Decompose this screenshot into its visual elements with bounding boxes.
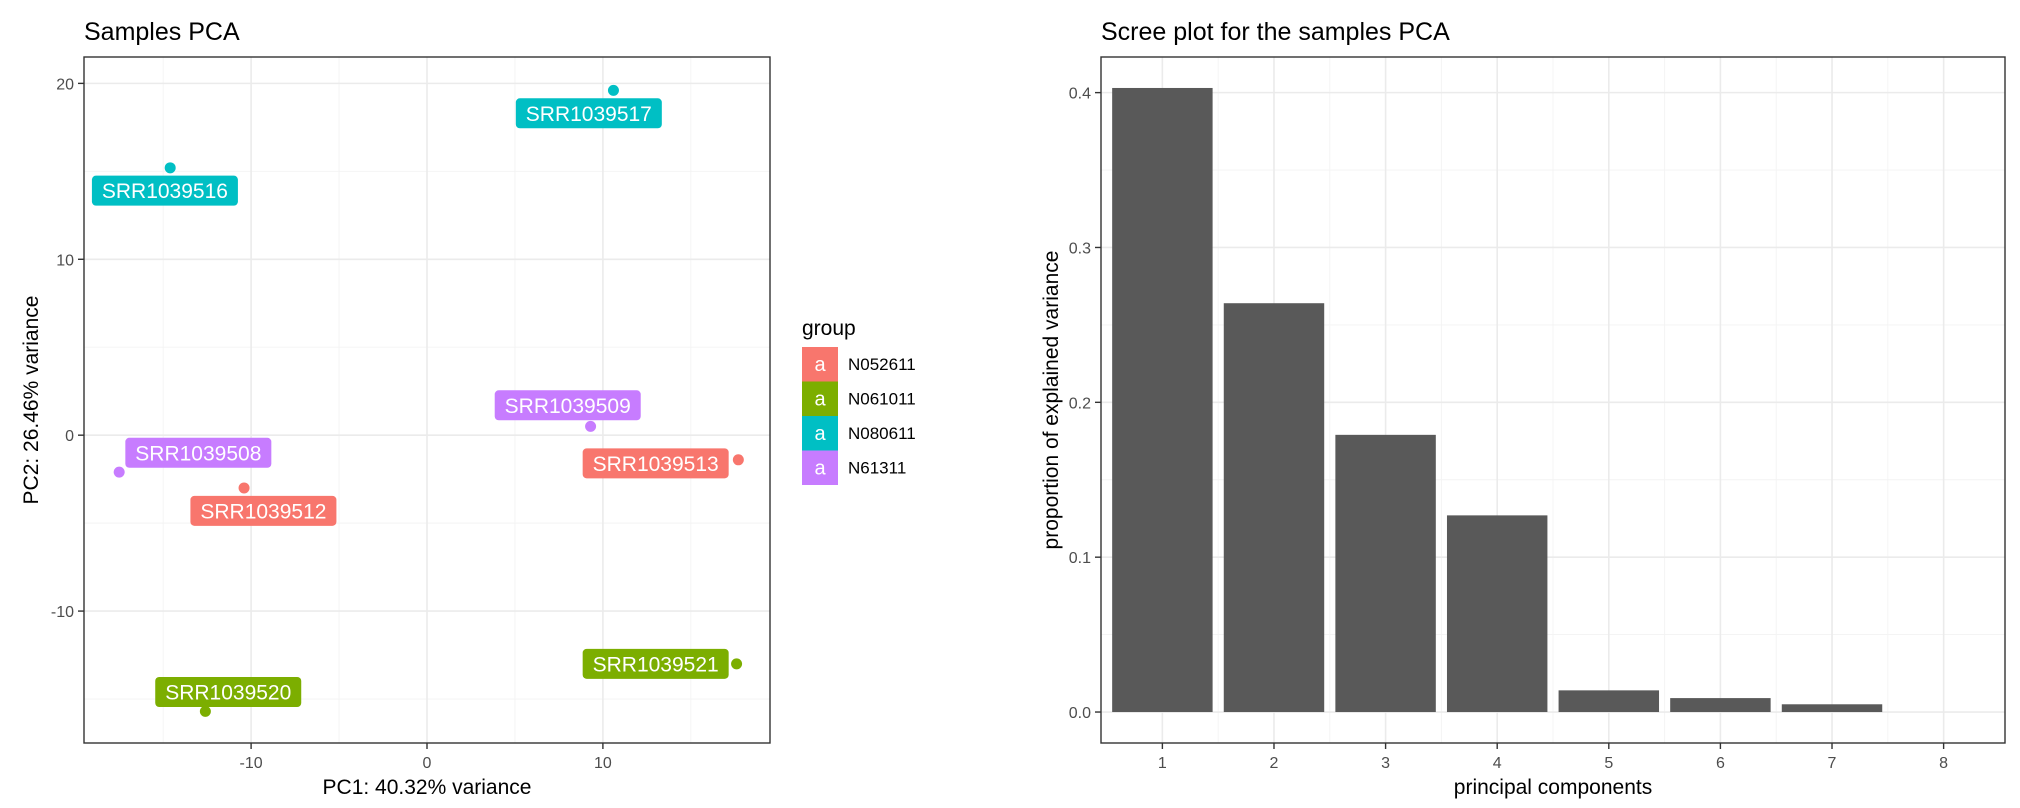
legend-key-glyph: a: [814, 458, 826, 480]
y-tick-label: 0.1: [1069, 550, 1091, 567]
point-label-box: [190, 495, 337, 526]
point-label-box: [515, 98, 662, 129]
data-point: [585, 420, 597, 432]
legend-entries: a N052611 a N061011 a N080611 a N61311: [802, 347, 916, 485]
x-tick-label: 10: [594, 755, 612, 772]
point-label: SRR1039508: [135, 442, 261, 465]
point-label: SRR1039513: [593, 453, 719, 476]
legend-key-glyph: a: [814, 389, 826, 411]
pca-points: SRR1039517 SRR1039516 SRR1039509 SRR1039513…: [91, 84, 744, 717]
scree-y-axis: 0.0 0.1 0.2 0.3 0.4: [1069, 86, 1101, 722]
point-label: SRR1039509: [505, 395, 631, 418]
scree-title: Scree plot for the samples PCA: [1101, 18, 1450, 46]
pca-chart: Samples PCA SRR1039517SRR1039516SRR10395…: [20, 18, 771, 799]
y-tick-label: 0: [65, 428, 74, 445]
point-label-box: [91, 175, 238, 206]
legend-label: N61311: [848, 459, 906, 478]
scree-x-axis: 1 2 3 4 5 6 7 8: [1158, 743, 1948, 772]
legend-key-glyph: a: [814, 423, 826, 445]
y-tick-label: 10: [56, 252, 74, 269]
y-tick-label: 0.0: [1069, 705, 1091, 722]
y-tick-label: 0.3: [1069, 240, 1091, 257]
x-tick-label: 3: [1381, 755, 1390, 772]
legend-label: N052611: [848, 355, 916, 374]
point-label-box: [494, 390, 641, 421]
bar: [1446, 515, 1548, 713]
x-tick-label: 7: [1828, 755, 1837, 772]
pca-y-axis-title: PC2: 26.46% variance: [20, 296, 43, 505]
legend-key-glyph: a: [814, 354, 826, 376]
bar: [1781, 704, 1883, 713]
y-tick-label: -10: [51, 604, 74, 621]
scree-panel-border: [1100, 56, 2006, 744]
scree-bars: [1112, 87, 1883, 713]
point-label-box: [582, 648, 729, 679]
data-point: [164, 162, 176, 174]
point-label: SRR1039512: [200, 500, 326, 523]
point-label: SRR1039516: [102, 180, 228, 203]
scree-x-axis-title: principal components: [1454, 776, 1652, 799]
x-tick-label: 5: [1604, 755, 1613, 772]
data-point: [731, 658, 743, 670]
bar: [1558, 690, 1660, 713]
legend-key: [802, 347, 838, 382]
legend-key: [802, 381, 838, 416]
scree-y-axis-title: proportion of explained variance: [1040, 251, 1063, 550]
data-point: [607, 84, 619, 96]
bar: [1335, 434, 1436, 713]
x-tick-label: 2: [1270, 755, 1279, 772]
y-tick-label: 20: [56, 76, 74, 93]
pca-legend: group a N052611 a N061011 a N080611 a N61311: [802, 317, 916, 485]
legend-key: [802, 416, 838, 451]
x-tick-label: 8: [1939, 755, 1948, 772]
point-label-box: [582, 448, 729, 479]
bar: [1112, 87, 1213, 713]
legend-key: [802, 450, 838, 485]
y-tick-label: 0.2: [1069, 395, 1091, 412]
data-point: [113, 466, 125, 478]
point-label-box: [155, 676, 302, 707]
bar: [1670, 698, 1771, 713]
x-tick-label: 6: [1716, 755, 1725, 772]
data-point: [238, 482, 250, 494]
data-point: [199, 705, 211, 717]
x-tick-label: -10: [240, 755, 263, 772]
y-tick-label: 0.4: [1069, 86, 1091, 103]
point-label: SRR1039520: [165, 681, 291, 704]
pca-title: Samples PCA: [84, 18, 240, 46]
pca-y-axis: -10 0 10 20: [51, 76, 84, 621]
x-tick-label: 1: [1158, 755, 1167, 772]
point-label: SRR1039521: [593, 653, 719, 676]
legend-title: group: [802, 317, 856, 340]
legend-label: N080611: [848, 424, 916, 443]
pca-x-axis-title: PC1: 40.32% variance: [323, 776, 532, 799]
x-tick-label: 4: [1493, 755, 1502, 772]
scree-grid: [1101, 57, 2005, 743]
x-tick-label: 0: [423, 755, 432, 772]
pca-x-axis: -10 0 10: [240, 743, 612, 772]
point-label-box: [125, 437, 272, 468]
point-label: SRR1039517: [526, 103, 652, 126]
bar: [1223, 303, 1325, 713]
data-point: [732, 454, 744, 466]
legend-label: N061011: [848, 390, 916, 409]
